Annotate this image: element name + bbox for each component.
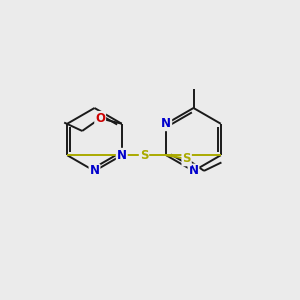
- Text: N: N: [89, 164, 100, 178]
- Text: S: S: [140, 149, 148, 162]
- Text: O: O: [95, 112, 105, 125]
- Text: S: S: [182, 152, 191, 165]
- Text: N: N: [188, 164, 199, 178]
- Text: N: N: [161, 117, 171, 130]
- Text: N: N: [117, 149, 127, 162]
